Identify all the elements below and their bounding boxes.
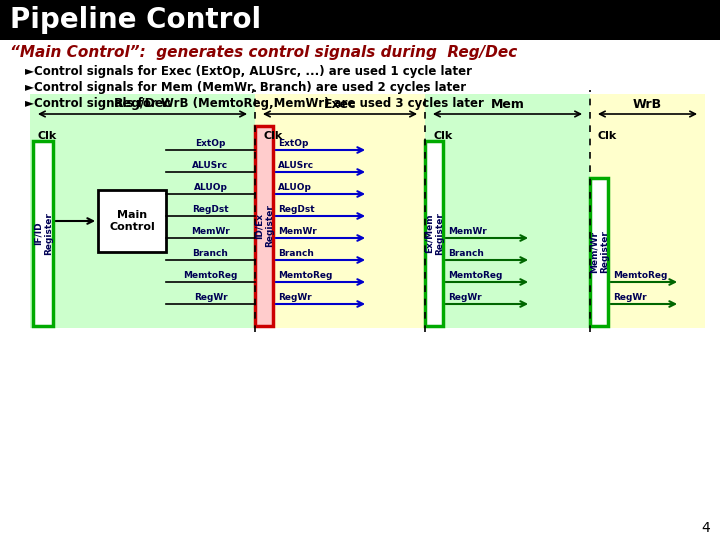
- Text: ALUOp: ALUOp: [278, 183, 312, 192]
- Text: MemtoReg: MemtoReg: [448, 271, 503, 280]
- FancyBboxPatch shape: [590, 94, 705, 122]
- Text: MemWr: MemWr: [191, 227, 230, 236]
- Text: ►Control signals for Mem (MemWr, Branch) are used 2 cycles later: ►Control signals for Mem (MemWr, Branch)…: [25, 80, 466, 93]
- Text: MemtoReg: MemtoReg: [613, 271, 667, 280]
- Text: RegDst: RegDst: [192, 205, 229, 214]
- FancyBboxPatch shape: [0, 0, 720, 40]
- FancyBboxPatch shape: [30, 94, 255, 122]
- FancyBboxPatch shape: [590, 178, 608, 326]
- FancyBboxPatch shape: [33, 141, 53, 326]
- Text: ►Control signals for WrB (MemtoReg,MemWr) are used 3 cycles later: ►Control signals for WrB (MemtoReg,MemWr…: [25, 97, 484, 110]
- Text: Clk: Clk: [598, 131, 617, 141]
- Text: Main
Control: Main Control: [109, 210, 155, 232]
- Text: ExtOp: ExtOp: [195, 139, 225, 148]
- FancyBboxPatch shape: [425, 141, 443, 326]
- Text: ►Control signals for Exec (ExtOp, ALUSrc, ...) are used 1 cycle later: ►Control signals for Exec (ExtOp, ALUSrc…: [25, 64, 472, 78]
- Text: MemWr: MemWr: [448, 227, 487, 236]
- Text: MemWr: MemWr: [278, 227, 317, 236]
- Text: MemtoReg: MemtoReg: [184, 271, 238, 280]
- Text: Branch: Branch: [278, 249, 314, 258]
- Text: MemtoReg: MemtoReg: [278, 271, 333, 280]
- Text: “Main Control”:  generates control signals during  Reg/Dec: “Main Control”: generates control signal…: [10, 44, 517, 59]
- FancyBboxPatch shape: [255, 122, 425, 328]
- Text: WrB: WrB: [633, 98, 662, 111]
- Text: Clk: Clk: [38, 131, 58, 141]
- Text: RegWr: RegWr: [448, 293, 482, 302]
- Text: Clk: Clk: [263, 131, 282, 141]
- Text: ALUSrc: ALUSrc: [192, 161, 228, 170]
- Text: ID/Ex
Register: ID/Ex Register: [254, 205, 274, 247]
- FancyBboxPatch shape: [255, 126, 273, 326]
- Text: RegDst: RegDst: [278, 205, 315, 214]
- FancyBboxPatch shape: [98, 190, 166, 252]
- Text: ExtOp: ExtOp: [278, 139, 308, 148]
- Text: Mem/Wr
Register: Mem/Wr Register: [589, 231, 608, 273]
- Text: Ex/Mem
Register: Ex/Mem Register: [424, 212, 444, 255]
- Text: ALUSrc: ALUSrc: [278, 161, 314, 170]
- Text: Clk: Clk: [433, 131, 452, 141]
- Text: IF/ID
Register: IF/ID Register: [33, 212, 53, 255]
- Text: Mem: Mem: [490, 98, 524, 111]
- Text: RegWr: RegWr: [278, 293, 312, 302]
- FancyBboxPatch shape: [425, 94, 590, 122]
- Text: Branch: Branch: [448, 249, 484, 258]
- Text: Branch: Branch: [192, 249, 228, 258]
- Text: ALUOp: ALUOp: [194, 183, 228, 192]
- Text: RegWr: RegWr: [194, 293, 228, 302]
- Text: Reg/Dec: Reg/Dec: [114, 98, 171, 111]
- FancyBboxPatch shape: [255, 94, 425, 122]
- Text: Pipeline Control: Pipeline Control: [10, 6, 261, 34]
- FancyBboxPatch shape: [590, 122, 705, 328]
- Text: 4: 4: [701, 521, 710, 535]
- FancyBboxPatch shape: [425, 122, 590, 328]
- Text: RegWr: RegWr: [613, 293, 647, 302]
- Text: Exec: Exec: [324, 98, 356, 111]
- FancyBboxPatch shape: [30, 122, 255, 328]
